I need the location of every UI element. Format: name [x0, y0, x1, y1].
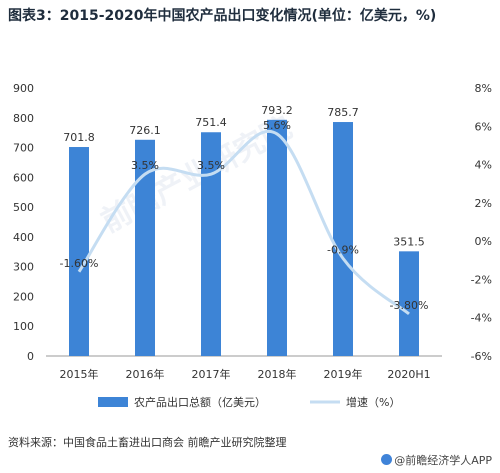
growth-line — [77, 130, 410, 316]
x-tick-label: 2016年 — [126, 367, 165, 381]
source-note: 资料来源：中国食品土畜进出口商会 前瞻产业研究院整理 — [8, 436, 287, 449]
line-value-label: 3.5% — [131, 159, 159, 172]
y-left-tick-label: 300 — [13, 261, 34, 274]
y-left-tick-label: 400 — [13, 231, 34, 244]
line-value-label: -3.80% — [390, 299, 429, 312]
line-labels: -1.60% 3.5% 3.5% 5.6% -0.9% -3.80% — [60, 119, 429, 312]
x-tick-label: 2017年 — [192, 367, 231, 381]
bar — [69, 147, 89, 356]
legend-bar-label: 农产品出口总额（亿美元） — [134, 395, 266, 409]
x-tick-label: 2019年 — [324, 367, 363, 381]
bar-value-label: 726.1 — [129, 124, 161, 137]
y-left-tick-label: 100 — [13, 320, 34, 333]
y-left-tick-label: 200 — [13, 290, 34, 303]
chart: 0 100 200 300 400 500 600 700 800 900 -6% -4% -2% 0%… — [13, 82, 492, 409]
line-value-label: -0.9% — [327, 243, 359, 256]
y-left-tick-label: 0 — [27, 350, 34, 363]
y-right-tick-label: -4% — [471, 312, 492, 325]
bar-value-label: 701.8 — [63, 131, 95, 144]
bar-labels: 701.8 726.1 751.4 793.2 785.7 351.5 — [63, 104, 425, 249]
legend: 农产品出口总额（亿美元） 增速（%） — [98, 395, 400, 409]
y-left-tick-label: 500 — [13, 201, 34, 214]
bar — [267, 119, 287, 356]
y-right-tick-label: -2% — [471, 273, 492, 286]
bar-value-label: 351.5 — [393, 235, 425, 248]
bar — [399, 251, 419, 356]
y-left-tick-label: 900 — [13, 82, 34, 95]
y-right-tick-label: -6% — [471, 350, 492, 363]
y-right-tick-label: 0% — [475, 235, 492, 248]
x-tick-labels: 2015年 2016年 2017年 2018年 2019年 2020H1 — [60, 367, 431, 381]
brand-credit: @前瞻经济学人APP — [381, 452, 492, 468]
line-value-label: 3.5% — [197, 159, 225, 172]
bar-series — [69, 119, 419, 356]
bar-value-label: 751.4 — [195, 116, 227, 129]
bar — [135, 139, 155, 356]
bar — [201, 132, 221, 356]
y-left-tick-label: 600 — [13, 171, 34, 184]
brand-text: @前瞻经济学人APP — [394, 454, 492, 467]
y-right-tick-label: 8% — [475, 82, 492, 95]
x-tick-label: 2018年 — [258, 367, 297, 381]
y-right-tick-label: 2% — [475, 197, 492, 210]
legend-bar-swatch — [98, 397, 128, 407]
x-tick-label: 2020H1 — [387, 368, 430, 381]
y-left-tick-label: 800 — [13, 112, 34, 125]
left-axis: 0 100 200 300 400 500 600 700 800 900 — [13, 82, 34, 363]
chart-title: 图表3：2015-2020年中国农产品出口变化情况(单位：亿美元，%) — [8, 8, 437, 24]
right-axis: -6% -4% -2% 0% 2% 4% 6% 8% — [471, 82, 492, 363]
line-value-label: -1.60% — [60, 257, 99, 270]
line-value-label: 5.6% — [263, 119, 291, 132]
bar-value-label: 785.7 — [327, 106, 359, 119]
y-right-tick-label: 4% — [475, 159, 492, 172]
bar-value-label: 793.2 — [261, 104, 293, 117]
x-tick-label: 2015年 — [60, 367, 99, 381]
brand-logo-icon — [381, 454, 393, 465]
y-right-tick-label: 6% — [475, 120, 492, 133]
legend-line-label: 增速（%） — [346, 395, 400, 409]
y-left-tick-label: 700 — [13, 142, 34, 155]
line-series — [77, 130, 410, 316]
bar — [333, 122, 353, 356]
